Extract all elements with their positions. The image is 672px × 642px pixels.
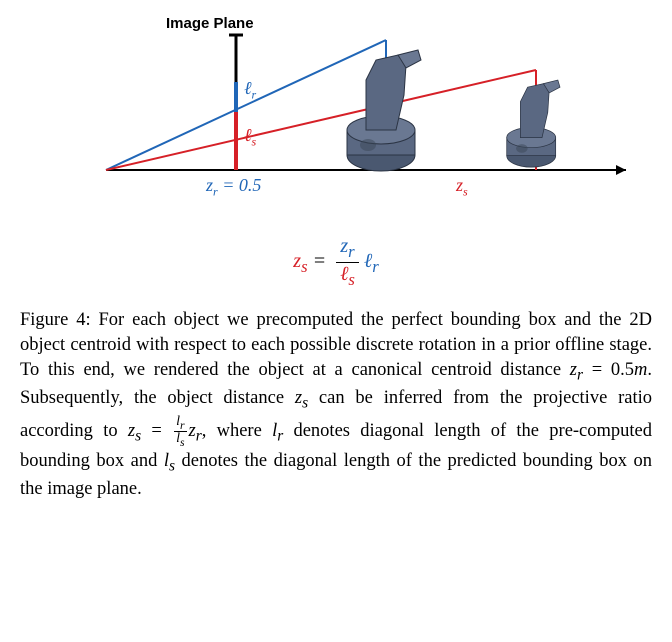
f-zs-sym: z xyxy=(293,250,301,272)
cap-frac: lrls xyxy=(174,415,186,449)
f-zr-sym: z xyxy=(340,235,348,257)
cap-zs: zs xyxy=(295,388,308,408)
cap-frac-num: lr xyxy=(174,415,186,432)
diagram: Image Plane ℓr ℓs zr = 0.5 zs xyxy=(36,20,636,220)
f-zr-sub: r xyxy=(348,242,354,261)
figure-caption: Figure 4: For each object we precomputed… xyxy=(20,308,652,502)
cap-zs-sym: z xyxy=(295,388,302,408)
cap-zr: zr xyxy=(570,360,583,380)
formula-zs: zs xyxy=(293,250,307,272)
cap-frac-den: ls xyxy=(174,432,186,448)
cap-mid3: , where xyxy=(202,421,272,441)
cap-eq-lhs: zs xyxy=(128,421,141,441)
cap-unit-m: m xyxy=(634,360,647,380)
formula: zs = zrℓsℓr xyxy=(20,235,652,290)
zr-label: zr = 0.5 xyxy=(206,175,261,200)
far-object xyxy=(507,80,560,167)
ls-sub: s xyxy=(252,135,257,149)
cap-eq-lhs-z: z xyxy=(128,421,135,441)
zr-symbol: z xyxy=(206,175,213,195)
cap-lead: Figure 4: For each object we precomputed… xyxy=(20,310,652,380)
f-ls-sub: s xyxy=(348,270,354,289)
blue-line-top xyxy=(106,40,386,170)
ls-label: ℓs xyxy=(244,125,256,150)
lr-label: ℓr xyxy=(244,78,256,103)
zs-label: zs xyxy=(456,175,468,200)
ls-symbol: ℓ xyxy=(244,125,252,145)
x-axis-arrow xyxy=(616,165,626,175)
cap-fd-s: s xyxy=(180,436,185,449)
cap-ls: ls xyxy=(164,451,175,471)
cap-eq-eq: = xyxy=(141,421,172,441)
image-plane-label: Image Plane xyxy=(166,15,254,32)
cap-fn-s: r xyxy=(180,419,185,432)
formula-den: ℓs xyxy=(336,263,359,290)
f-lr-sym: ℓ xyxy=(364,250,372,272)
zs-sub: s xyxy=(463,185,468,199)
figure-4: Image Plane ℓr ℓs zr = 0.5 zs zs = zrℓsℓ… xyxy=(20,20,652,502)
cap-lr: lr xyxy=(272,421,283,441)
lr-symbol: ℓ xyxy=(244,78,252,98)
formula-eq: = xyxy=(308,250,332,272)
cap-zr-sym: z xyxy=(570,360,577,380)
lr-sub: r xyxy=(252,88,257,102)
f-lr-sub: r xyxy=(372,257,378,276)
cap-zr-val: = 0.5 xyxy=(583,360,634,380)
zr-value: = 0.5 xyxy=(218,175,262,195)
cap-eq-rhs-z: z xyxy=(189,421,196,441)
formula-num: zr xyxy=(336,235,359,263)
diagram-svg xyxy=(36,20,636,220)
red-line-top xyxy=(106,70,536,170)
formula-frac: zrℓs xyxy=(336,235,359,290)
zs-symbol: z xyxy=(456,175,463,195)
cap-eq-rhs: zr xyxy=(189,421,202,441)
formula-lr: ℓr xyxy=(364,250,379,272)
